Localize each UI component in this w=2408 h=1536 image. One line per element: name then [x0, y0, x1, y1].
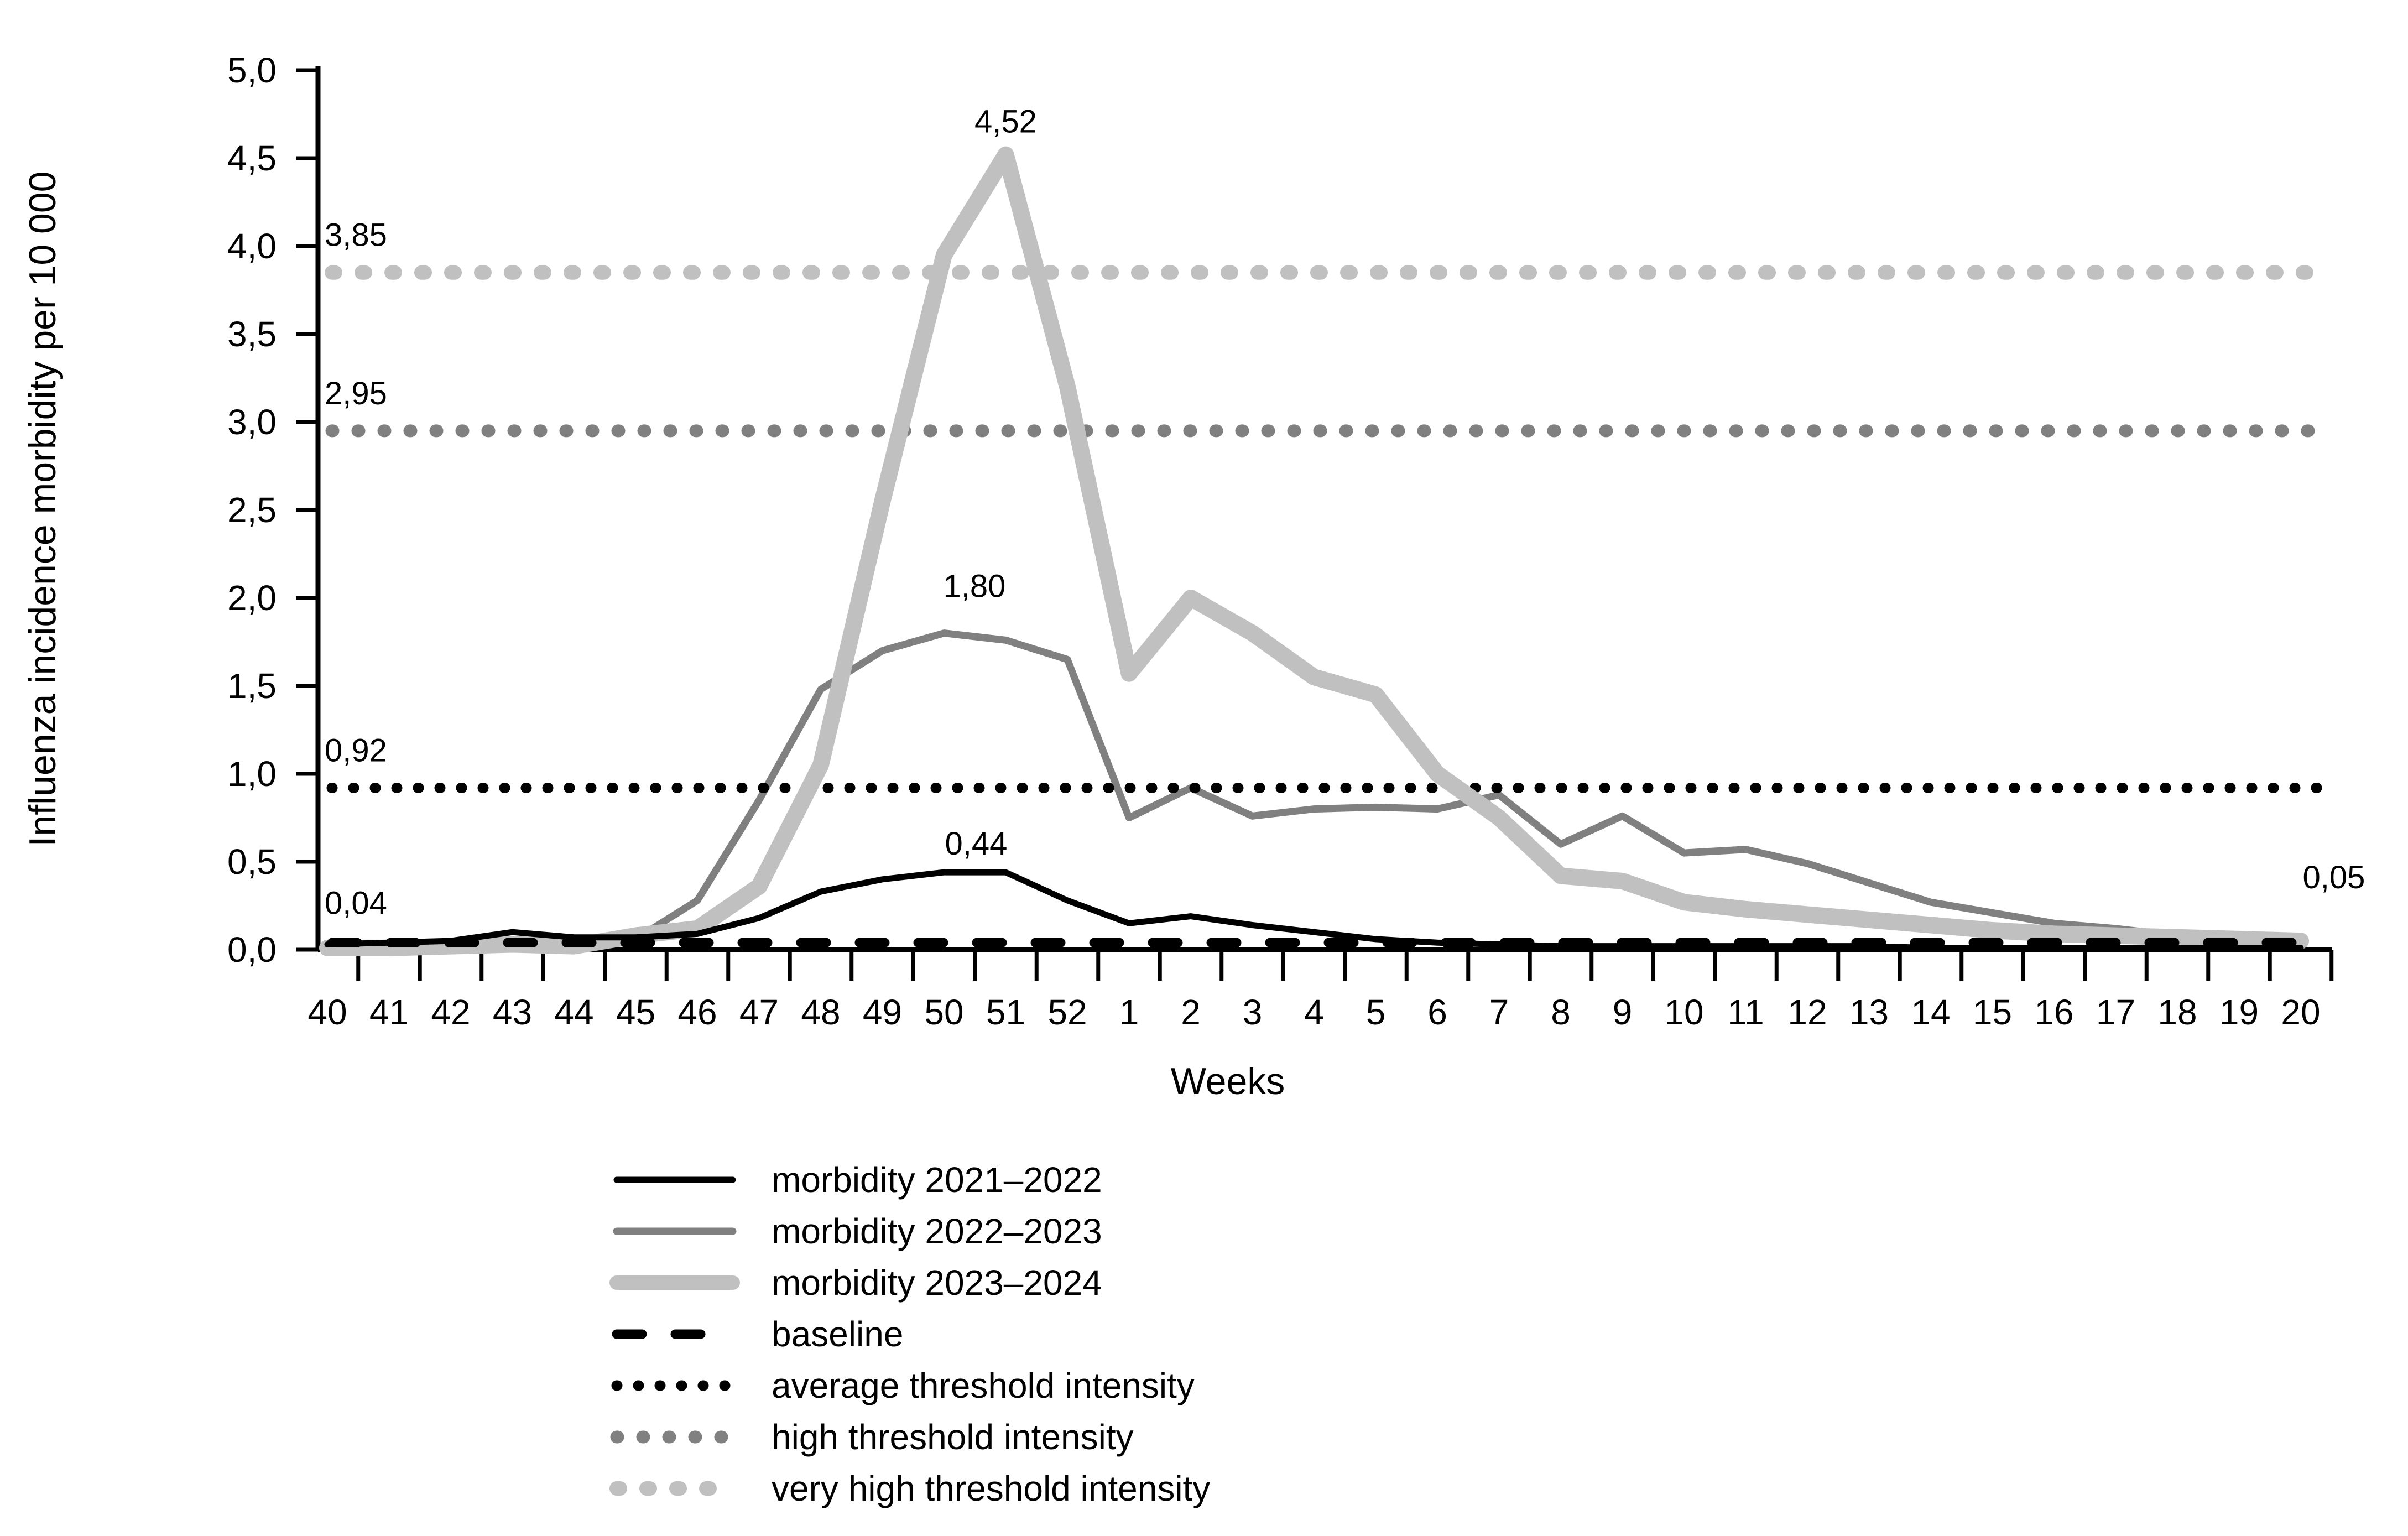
legend-label-average-threshold-intensity: average threshold intensity [772, 1366, 1195, 1405]
x-tick-label-week-19: 19 [2219, 992, 2259, 1032]
x-tick-label-week-44: 44 [554, 992, 593, 1032]
y-axis-title: Influenza incidence morbidity per 10 000 [22, 171, 64, 847]
x-tick-label-week-45: 45 [616, 992, 655, 1032]
y-tick-label: 2,0 [227, 578, 277, 618]
x-tick-label-week-3: 3 [1243, 992, 1263, 1032]
annotation-0-04: 0,04 [325, 885, 387, 921]
legend-label-morbidity-2021-2022: morbidity 2021–2022 [772, 1160, 1102, 1200]
y-axis-ticks: 0,0 0,5 1,0 1,5 2,0 2,5 3,0 3,5 4,0 4,5 5,0 [227, 50, 318, 970]
legend-label-morbidity-2023-2024: morbidity 2023–2024 [772, 1263, 1102, 1303]
y-tick-label: 1,0 [227, 754, 277, 794]
x-tick-label-week-52: 52 [1047, 992, 1087, 1032]
x-tick-label-week-11: 11 [1727, 992, 1764, 1032]
x-tick-label-week-16: 16 [2034, 992, 2073, 1032]
annotation-4-52: 4,52 [974, 104, 1037, 140]
legend-item-average-threshold-intensity: average threshold intensity [611, 1366, 1195, 1405]
y-tick-label: 3,0 [227, 402, 277, 442]
x-tick-label-week-14: 14 [1911, 992, 1950, 1032]
x-tick-label-week-49: 49 [863, 992, 902, 1032]
legend-item-very-high-threshold-intensity: very high threshold intensity [609, 1469, 1210, 1508]
x-tick-label-week-7: 7 [1489, 992, 1509, 1032]
y-tick-label: 0,0 [227, 930, 277, 970]
x-tick-label-week-1: 1 [1119, 992, 1139, 1032]
legend-label-very-high-threshold-intensity: very high threshold intensity [772, 1469, 1210, 1508]
x-tick-label-week-9: 9 [1613, 992, 1633, 1032]
x-tick-label-week-50: 50 [924, 992, 963, 1032]
series-line-morbidity-2021-2022 [324, 869, 2304, 951]
x-tick-label-week-41: 41 [369, 992, 409, 1032]
x-tick-label-week-20: 20 [2281, 992, 2320, 1032]
x-tick-label-week-2: 2 [1181, 992, 1201, 1032]
x-tick-label-week-46: 46 [677, 992, 717, 1032]
annotation-0-05: 0,05 [2303, 860, 2365, 895]
x-tick-label-week-43: 43 [493, 992, 532, 1032]
y-tick-label: 2,5 [227, 490, 277, 530]
x-tick-label-week-17: 17 [2096, 992, 2135, 1032]
x-tick-label-week-12: 12 [1787, 992, 1827, 1032]
annotation-1-80: 1,80 [944, 569, 1006, 605]
y-tick-label: 5,0 [227, 50, 277, 90]
x-tick-label-week-47: 47 [739, 992, 779, 1032]
annotation-0-44: 0,44 [945, 826, 1008, 862]
y-tick-label: 4,0 [227, 226, 277, 266]
x-tick-label-week-42: 42 [431, 992, 470, 1032]
x-tick-label-week-5: 5 [1366, 992, 1386, 1032]
axes [315, 66, 2332, 952]
legend-item-morbidity-2021-2022: morbidity 2021–2022 [613, 1160, 1102, 1200]
x-tick-label-week-51: 51 [986, 992, 1025, 1032]
legend: morbidity 2021–2022 morbidity 2022–2023 mo… [609, 1160, 1210, 1508]
x-tick-label-week-10: 10 [1664, 992, 1703, 1032]
annotation-0-92: 0,92 [325, 732, 387, 768]
y-tick-label: 4,5 [227, 138, 277, 178]
legend-label-baseline: baseline [772, 1314, 903, 1354]
x-tick-label-week-13: 13 [1849, 992, 1889, 1032]
legend-item-morbidity-2023-2024: morbidity 2023–2024 [609, 1263, 1102, 1303]
legend-item-baseline: baseline [612, 1314, 903, 1354]
y-tick-label: 0,5 [227, 842, 277, 882]
legend-item-morbidity-2022-2023: morbidity 2022–2023 [613, 1211, 1102, 1251]
x-axis-title: Weeks [1171, 1060, 1285, 1102]
x-tick-label-week-40: 40 [307, 992, 347, 1032]
value-annotations: 4,52 1,80 0,44 0,04 0,92 2,95 3,85 0,05 [325, 104, 2365, 921]
x-tick-label-week-18: 18 [2157, 992, 2197, 1032]
legend-label-morbidity-2022-2023: morbidity 2022–2023 [772, 1211, 1102, 1251]
annotation-2-95: 2,95 [325, 376, 387, 412]
legend-item-high-threshold-intensity: high threshold intensity [610, 1417, 1134, 1457]
x-tick-label-week-48: 48 [801, 992, 840, 1032]
y-tick-label: 3,5 [227, 314, 277, 354]
y-tick-label: 1,5 [227, 666, 277, 706]
x-tick-label-week-8: 8 [1551, 992, 1571, 1032]
x-tick-label-week-15: 15 [1973, 992, 2012, 1032]
annotation-3-85: 3,85 [325, 217, 387, 253]
legend-label-high-threshold-intensity: high threshold intensity [772, 1417, 1134, 1457]
x-tick-label-week-6: 6 [1427, 992, 1447, 1032]
x-axis-ticks: 40 41 42 43 44 45 46 47 48 49 50 51 52 1 2 3 4 5 6 7 8 9 10 11 1… [307, 950, 2334, 1032]
x-tick-label-week-4: 4 [1304, 992, 1324, 1032]
